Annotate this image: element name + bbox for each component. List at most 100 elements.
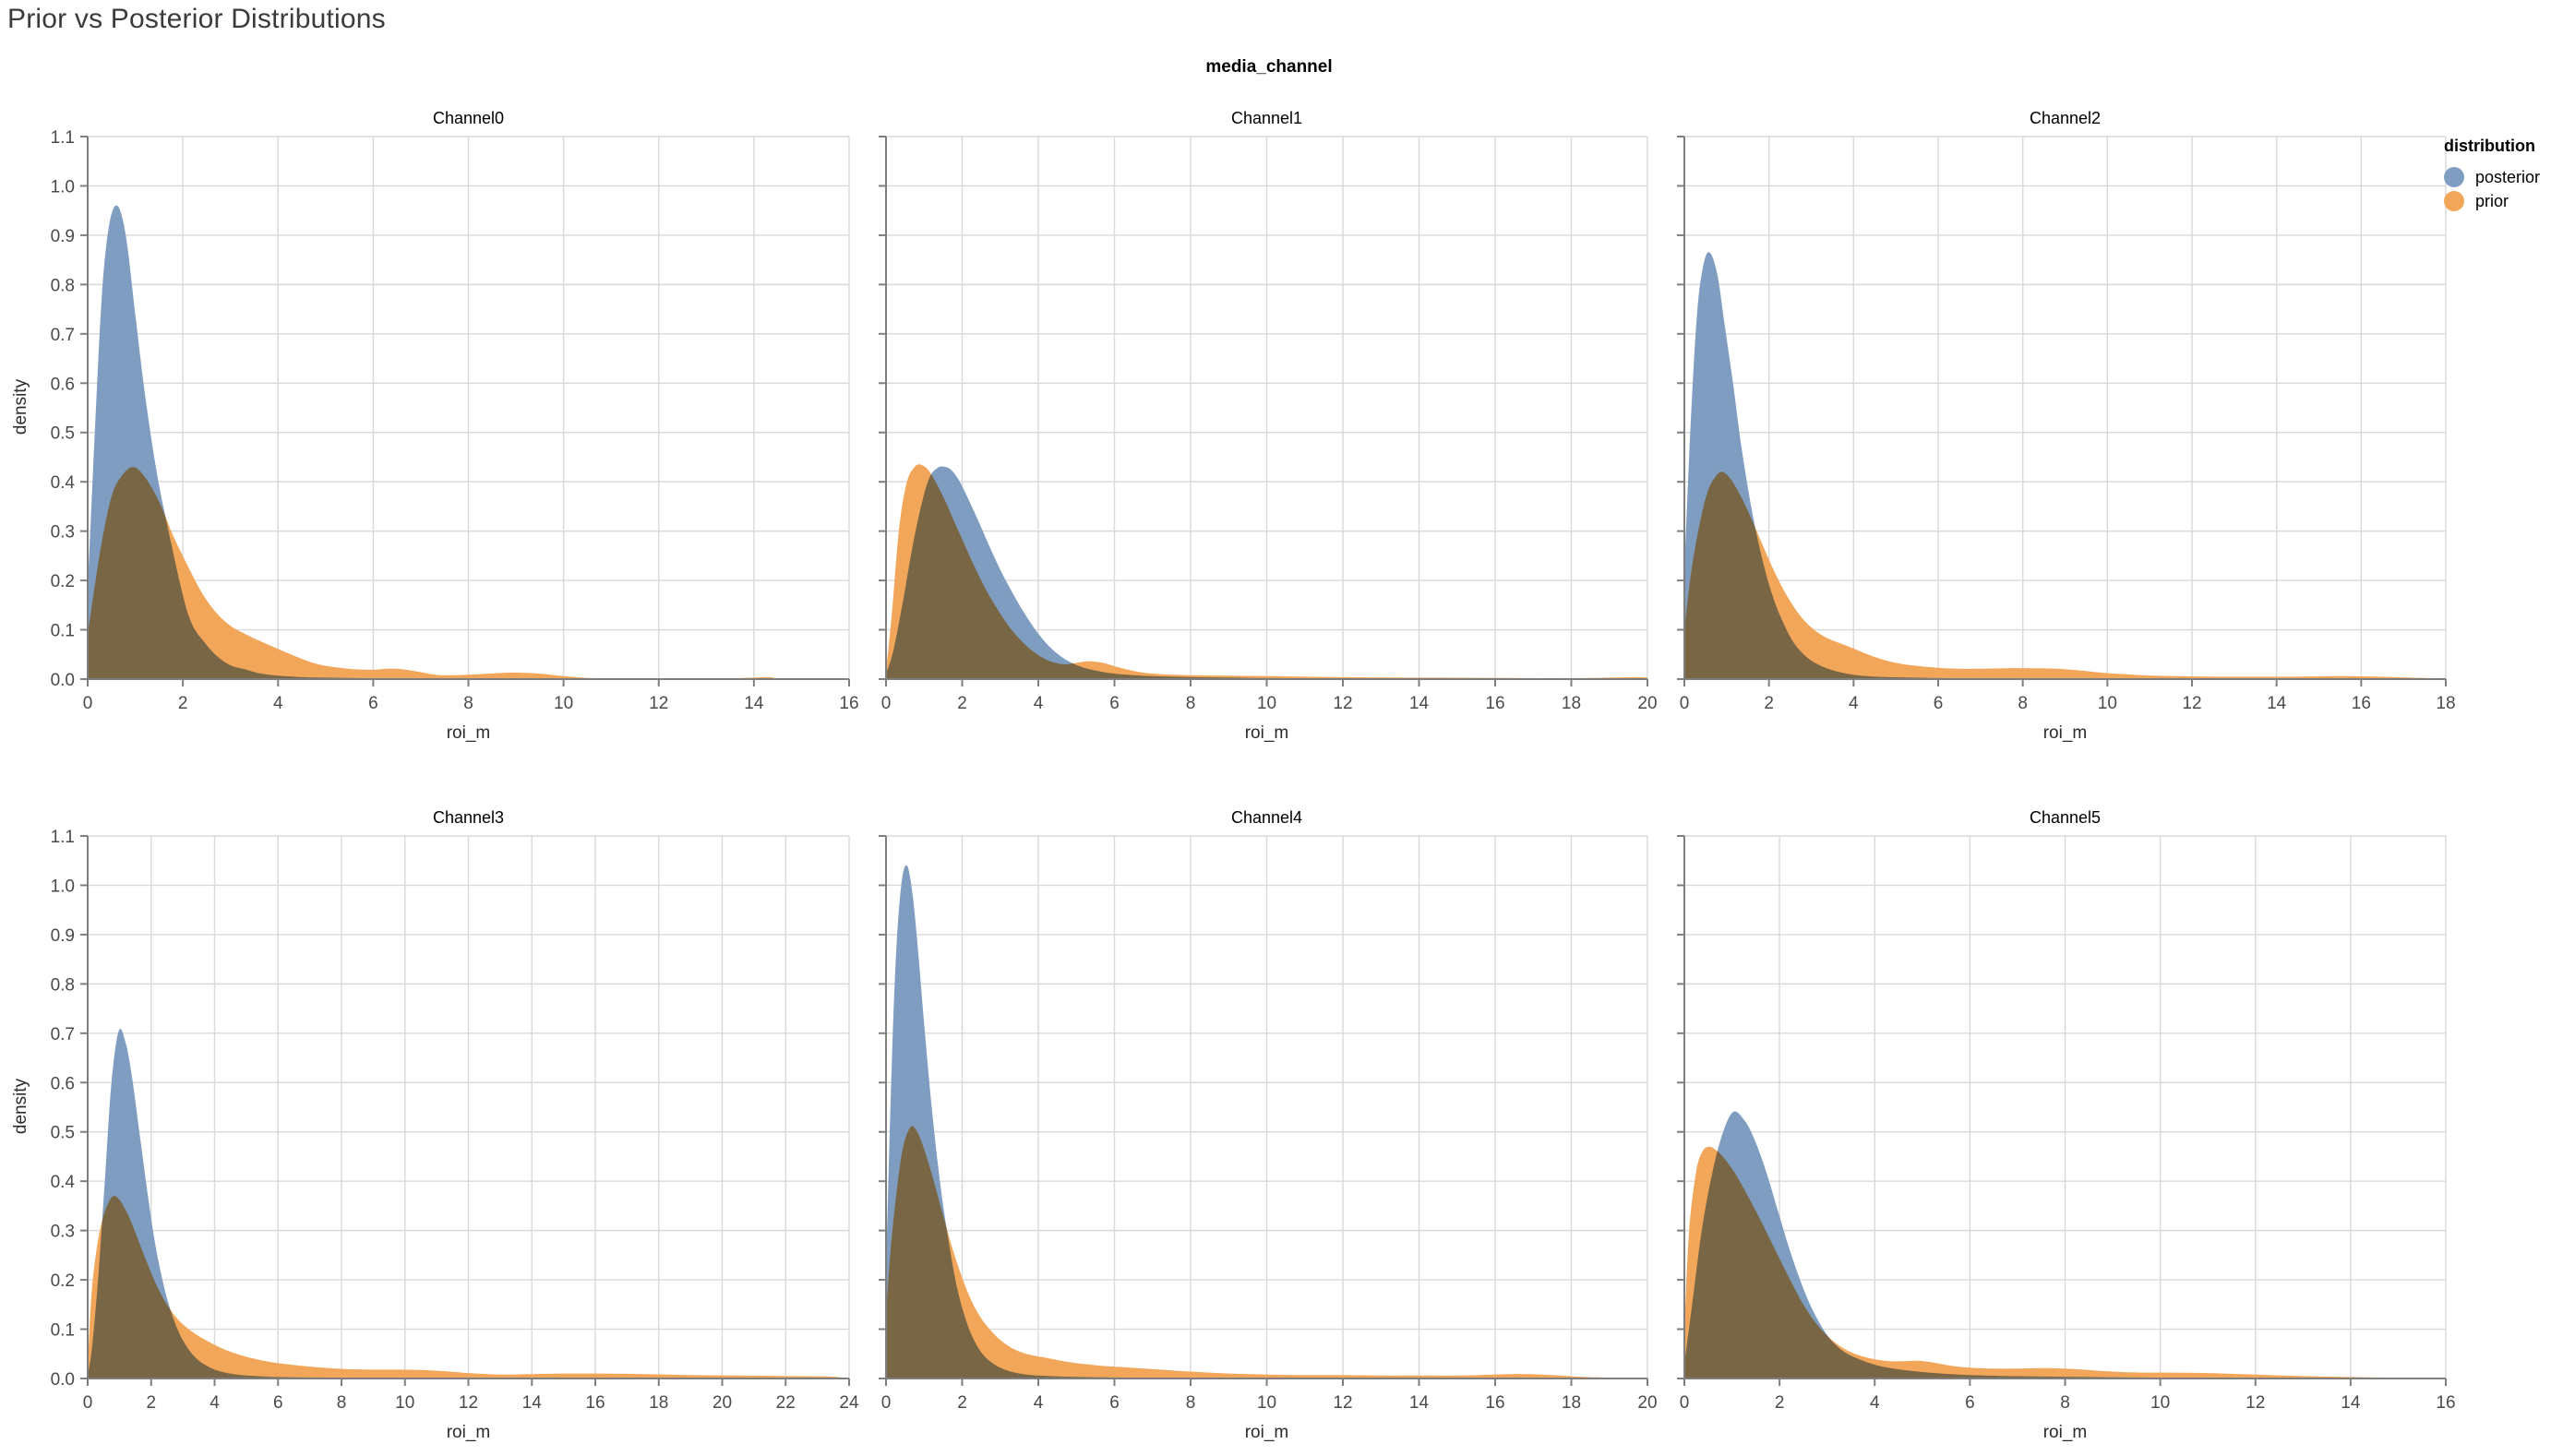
x-tick-label: 14 [1409,1393,1430,1413]
density-area-prior [886,464,1648,679]
x-tick-label: 16 [585,1393,605,1413]
x-tick-label: 8 [1186,694,1196,713]
x-tick-label: 6 [1109,694,1120,713]
y-tick-label: 0.4 [51,473,76,493]
x-tick-label: 4 [1870,1393,1880,1413]
plot-area-channel0: 0 2 4 6 8 10 12 14 16 0.0 0.1 0.2 0.3 0.4 0.5 0.6 0.7 0.8… [51,128,859,713]
y-tick-label: 0.8 [51,276,75,295]
density-areas [88,205,849,680]
x-axis-label: roi_m [1244,1423,1289,1442]
legend-item-prior[interactable]: prior [2444,189,2540,213]
page-title: Prior vs Posterior Distributions [7,4,386,34]
plot-area-channel3: 0 2 4 6 8 10 12 14 16 18 20 22 240.00.10.20.30.40.50… [51,828,859,1413]
x-tick-label: 16 [2436,1393,2455,1413]
y-tick-label: 0.1 [51,622,75,641]
facet-title: Channel3 [432,808,505,827]
y-tick-label: 0.6 [51,1074,75,1093]
legend-swatch-posterior-icon [2444,167,2464,187]
legend-item-posterior[interactable]: posterior [2444,165,2540,189]
x-tick-label: 4 [273,694,283,713]
density-area-posterior [88,205,849,680]
x-tick-label: 2 [1764,694,1774,713]
facet-title: Channel4 [1230,808,1303,827]
x-tick-label: 2 [1775,1393,1785,1413]
plot-background [1684,137,2446,679]
x-tick-label: 10 [1257,694,1276,713]
x-tick-label: 6 [1934,694,1944,713]
x-tick-label: 4 [1034,694,1044,713]
legend-items: posterior prior [2444,165,2540,213]
y-tick-label: 1.0 [51,177,75,197]
x-tick-label: 18 [1562,1393,1581,1413]
density-area-posterior [1684,252,2446,679]
x-tick-label: 18 [1562,694,1581,713]
x-tick-label: 8 [463,694,473,713]
x-tick-label: 18 [2436,694,2455,713]
x-tick-label: 16 [1485,1393,1504,1413]
x-tick-label: 10 [2098,694,2117,713]
x-tick-label: 10 [395,1393,414,1413]
x-tick-label: 8 [2018,694,2028,713]
y-tick-label: 1.1 [51,128,75,148]
x-tick-label: 16 [1485,694,1504,713]
legend-swatch-prior-icon [2444,191,2464,211]
x-tick-label: 14 [2341,1393,2361,1413]
x-tick-label: 16 [2352,694,2371,713]
x-axis-label: roi_m [446,723,491,743]
x-tick-label: 6 [1965,1393,1975,1413]
x-tick-label: 12 [649,694,668,713]
x-tick-label: 14 [2267,694,2287,713]
x-tick-label: 10 [2150,1393,2170,1413]
x-tick-label: 16 [839,694,858,713]
density-areas [886,865,1647,1378]
y-tick-label: 0.6 [51,375,75,394]
legend-label: posterior [2475,167,2541,186]
density-areas [88,1028,849,1378]
y-tick-label: 0.9 [51,926,75,946]
y-axis-label: density [11,1078,30,1135]
y-tick-label: 0.9 [51,227,75,246]
y-tick-label: 0.3 [51,1223,75,1242]
plot-background [886,836,1647,1378]
x-tick-label: 0 [881,694,892,713]
density-areas [1684,252,2446,679]
facet-title: Channel0 [432,109,505,127]
y-tick-label: 0.2 [51,572,75,591]
plot-area-channel1: 0 2 4 6 8 10 12 14 16 18 20 [879,136,1658,713]
x-tick-label: 4 [210,1393,220,1413]
y-tick-label: 0.5 [51,1124,75,1143]
density-area-prior [1684,471,2446,679]
plot-area-channel4: 0 2 4 6 8 10 12 14 16 18 20 [879,835,1658,1413]
plot-area-channel5: 0 2 4 6 8 10 12 14 16 [1677,835,2456,1413]
x-axis-label: roi_m [2042,723,2088,743]
density-area-prior [88,467,849,679]
x-tick-label: 12 [1333,1393,1352,1413]
plot-background [1684,836,2446,1378]
x-tick-label: 20 [1637,1393,1657,1413]
facet-title: Channel1 [1230,109,1303,127]
density-area-posterior [1684,1111,2446,1378]
y-tick-label: 0.0 [51,1370,75,1390]
density-area-posterior [88,1028,849,1378]
x-tick-label: 2 [178,694,188,713]
plot-background [88,836,849,1378]
y-axis-label: density [11,378,30,436]
x-tick-label: 8 [2060,1393,2070,1413]
x-tick-label: 2 [957,694,967,713]
density-area-prior [886,1126,1647,1378]
x-tick-label: 20 [1637,694,1657,713]
density-area-prior [88,1196,849,1378]
x-tick-label: 2 [146,1393,156,1413]
y-tick-label: 0.5 [51,424,75,444]
y-tick-label: 1.0 [51,877,75,896]
x-tick-label: 0 [83,694,93,713]
x-tick-label: 0 [881,1393,892,1413]
legend-label: prior [2475,191,2509,210]
density-areas [1684,1111,2446,1378]
legend-title: distribution [2444,137,2535,155]
